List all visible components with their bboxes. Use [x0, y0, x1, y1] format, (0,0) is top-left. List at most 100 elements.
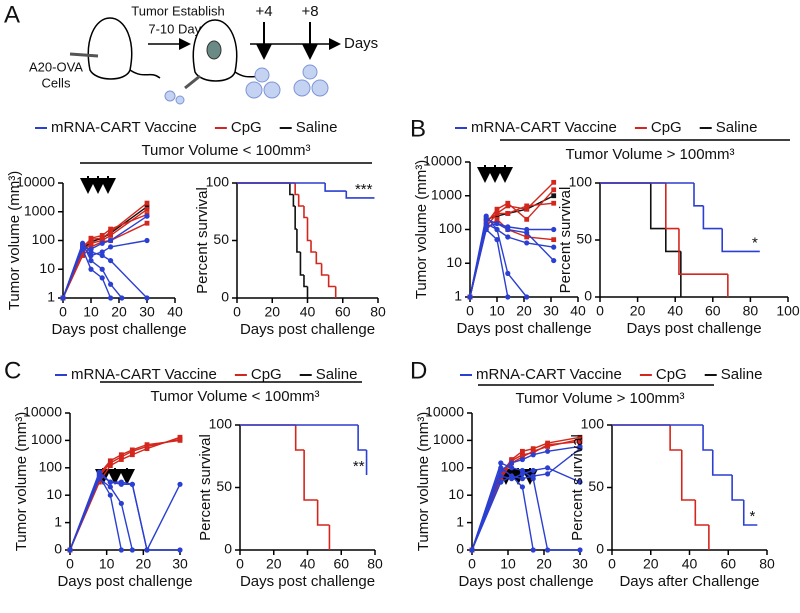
point [551, 226, 557, 233]
survival-step [345, 191, 375, 199]
point [524, 216, 530, 222]
survival-step [702, 205, 723, 230]
y-tick-label: 1000 [433, 431, 464, 447]
significance: ** [353, 458, 365, 475]
x-tick-label: 100 [776, 303, 800, 319]
survival-step [315, 252, 322, 265]
x-axis-label: Days post challenge [456, 320, 591, 337]
x-tick-label: 20 [643, 556, 659, 572]
x-axis-label: Days post challenge [240, 321, 375, 338]
x-axis-label: Days post challenge [458, 573, 593, 590]
schematic-text: 7-10 Days [148, 21, 208, 36]
survival-step [702, 425, 713, 451]
survival-step [665, 183, 679, 230]
particle [293, 79, 311, 97]
banner-text: Tumor Volume < 100mm³ [150, 388, 319, 405]
significance: * [752, 234, 758, 251]
survival-step [303, 275, 308, 288]
point [118, 457, 124, 462]
y-axis-label: Percent survival [197, 434, 214, 541]
point [505, 294, 511, 300]
x-tick-label: 10 [83, 304, 99, 320]
y-tick-label: 10000 [423, 153, 462, 169]
schematic-text: +8 [301, 3, 318, 20]
point [524, 294, 530, 300]
point [577, 446, 583, 452]
x-tick-label: 40 [682, 556, 698, 572]
point [108, 257, 114, 264]
point [96, 469, 102, 475]
syringe [184, 74, 201, 90]
survival-step [297, 194, 304, 207]
x-tick-label: 60 [333, 556, 349, 572]
x-tick-label: 20 [630, 303, 646, 319]
point [107, 484, 113, 490]
y-tick-label: 100 [439, 220, 463, 236]
particle [263, 81, 281, 99]
survival-step [357, 425, 367, 451]
y-tick-label: 10 [39, 260, 55, 276]
point [530, 473, 536, 479]
survival-step [303, 450, 318, 501]
x-tick-label: 0 [466, 303, 474, 319]
point [505, 203, 511, 209]
point [118, 547, 124, 553]
point [108, 233, 113, 238]
banner-text: Tumor Volume < 100mm³ [141, 142, 310, 159]
survival-step [310, 240, 317, 253]
point [505, 200, 511, 206]
point [483, 213, 489, 219]
point [107, 492, 113, 498]
point [177, 434, 183, 440]
survival-step [731, 475, 744, 501]
y-tick-label: 100 [569, 174, 593, 190]
point [108, 226, 113, 232]
y-tick-label: 100 [209, 416, 233, 432]
point [494, 216, 500, 222]
x-tick-label: 60 [335, 304, 351, 320]
point [530, 547, 536, 553]
y-tick-label: 50 [216, 478, 232, 494]
point [129, 452, 135, 458]
x-tick-label: 0 [468, 556, 476, 572]
panel-label: C [4, 357, 21, 384]
point [483, 224, 489, 230]
point [144, 295, 150, 301]
x-tick-label: 10 [500, 556, 516, 572]
survival-step [294, 183, 299, 196]
survival-step [306, 217, 312, 242]
mouse-line [69, 439, 181, 551]
legend-label: Saline [316, 366, 358, 383]
significance: *** [355, 181, 373, 198]
y-tick-label: 50 [213, 231, 229, 247]
syringe [69, 52, 99, 58]
banner-text: Tumor Volume > 100mm³ [565, 146, 734, 163]
y-tick-label: 100 [32, 231, 56, 247]
mouse-line [469, 222, 554, 298]
point [551, 179, 557, 185]
x-tick-label: 0 [66, 556, 74, 572]
y-axis-label: Tumor volume (mm³) [413, 160, 430, 299]
y-tick-label: 10000 [16, 174, 55, 190]
legend-label: Saline [721, 366, 763, 383]
schematic-text: Days [344, 35, 378, 52]
point [530, 446, 536, 452]
x-tick-label: 80 [743, 303, 759, 319]
point [551, 200, 557, 206]
point [469, 547, 475, 553]
x-tick-label: 10 [489, 303, 505, 319]
point [129, 481, 135, 487]
survival-step [327, 275, 336, 288]
mouse-line [469, 202, 554, 298]
y-tick-label: 1 [456, 513, 464, 529]
point [144, 207, 150, 212]
y-tick-label: 1000 [24, 202, 55, 218]
point [99, 233, 105, 238]
survival-step [299, 252, 304, 276]
point [107, 463, 113, 469]
point [505, 270, 511, 277]
point [177, 481, 183, 487]
mouse-line [62, 208, 148, 299]
x-tick-label: 80 [367, 556, 383, 572]
y-tick-label: 10000 [425, 404, 464, 420]
